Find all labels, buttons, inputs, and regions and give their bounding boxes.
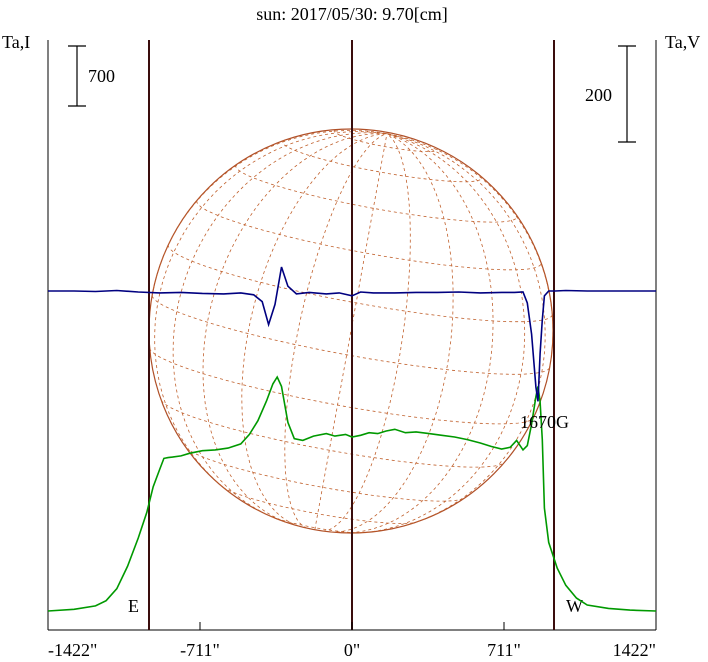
graticule-line xyxy=(154,131,387,495)
x-axis-ticks: -1422" -711" 0" 711" 1422" xyxy=(47,622,657,660)
x-tick-label: 0" xyxy=(344,640,360,660)
graticule-line xyxy=(360,133,526,534)
graticule-line xyxy=(284,133,388,529)
graticule-line xyxy=(202,133,387,523)
graticule-line xyxy=(386,133,546,526)
graticule-line xyxy=(314,133,388,530)
chart-title: sun: 2017/05/30: 9.70[cm] xyxy=(256,4,448,24)
x-tick-label: -711" xyxy=(180,640,220,660)
graticule-line xyxy=(330,133,454,533)
left-axis-label: Ta,I xyxy=(2,32,30,52)
graticule-line xyxy=(235,164,518,223)
solar-disk xyxy=(148,128,554,534)
graticule-line xyxy=(322,133,411,532)
left-scale-label: 700 xyxy=(88,66,115,86)
right-scale-bar xyxy=(618,45,636,143)
x-tick-label: 711" xyxy=(487,640,521,660)
graticule-line xyxy=(282,139,482,183)
graticule-line xyxy=(344,133,494,534)
right-scale-label: 200 xyxy=(585,85,612,105)
graticule-line xyxy=(241,133,387,527)
graticule-line xyxy=(149,347,534,425)
graticule-line xyxy=(333,129,438,152)
x-tick-label: 1422" xyxy=(613,640,656,660)
graticule-line xyxy=(196,200,542,271)
left-scale-bar xyxy=(68,45,86,107)
graticule-line xyxy=(172,132,387,517)
east-limb-label: E xyxy=(128,596,139,616)
graticule-line xyxy=(270,516,362,534)
west-limb-label: W xyxy=(566,596,583,616)
polarization-annotation: 1670G xyxy=(520,412,569,432)
x-tick-label: -1422" xyxy=(48,640,97,660)
heliographic-grid xyxy=(149,129,554,534)
graticule-line xyxy=(151,295,550,375)
graticule-line xyxy=(167,244,553,323)
series-polarization-line xyxy=(48,266,656,402)
graticule-line xyxy=(386,133,554,368)
right-axis-label: Ta,V xyxy=(665,32,700,52)
graticule-line xyxy=(185,447,465,502)
graticule-line xyxy=(222,486,417,524)
graticule-line xyxy=(160,399,505,468)
